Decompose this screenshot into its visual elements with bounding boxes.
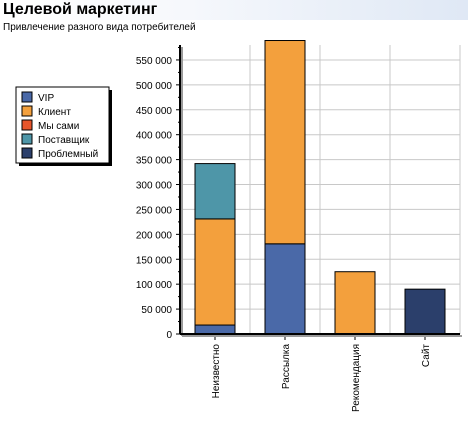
y-tick-label: 300 000	[136, 181, 173, 192]
bar-segment	[264, 40, 306, 245]
y-tick-label: 200 000	[136, 230, 173, 241]
chart-subtitle: Привлечение разного вида потребителей	[3, 22, 196, 33]
x-tick-label: Рекомендация	[351, 344, 362, 412]
bars-group	[194, 40, 446, 335]
legend-swatch	[21, 105, 33, 117]
legend-swatch	[21, 91, 33, 103]
bar-segment	[194, 218, 236, 326]
axes-group: 0 50 000 100 000 150 000 200 000 250 000 300 0…	[136, 45, 462, 412]
legend-label: Мы сами	[38, 121, 79, 132]
legend-swatch	[21, 133, 33, 145]
y-tick-label: 150 000	[136, 255, 173, 266]
bar-segment	[194, 324, 236, 335]
y-tick-label: 450 000	[136, 106, 173, 117]
y-tick-label: 500 000	[136, 81, 173, 92]
y-tick-label: 100 000	[136, 280, 173, 291]
bar-segment	[404, 288, 446, 335]
chart-title: Целевой маркетинг	[3, 1, 158, 18]
legend-label: Проблемный	[38, 148, 98, 160]
legend-swatch	[21, 119, 33, 131]
bar-segment	[194, 163, 236, 220]
bar-segment	[334, 271, 376, 335]
y-tick-label: 0	[166, 330, 172, 341]
x-tick-label: Сайт	[421, 344, 432, 367]
title-bar	[0, 0, 468, 20]
x-tick-label: Неизвестно	[211, 344, 222, 399]
bar-segment	[264, 243, 306, 335]
grid-lines	[180, 45, 461, 334]
y-tick-label: 350 000	[136, 156, 173, 167]
y-tick-label: 250 000	[136, 205, 173, 216]
y-tick-label: 400 000	[136, 131, 173, 142]
x-tick-label: Рассылка	[281, 344, 292, 390]
y-tick-label: 50 000	[141, 305, 172, 316]
legend-swatch	[21, 147, 33, 159]
legend-label: Клиент	[38, 107, 71, 118]
y-tick-label: 550 000	[136, 56, 173, 67]
legend: VIP Клиент Мы сами Поставщик Проблемный	[15, 86, 112, 166]
legend-label: VIP	[38, 93, 54, 104]
legend-label: Поставщик	[38, 135, 90, 146]
